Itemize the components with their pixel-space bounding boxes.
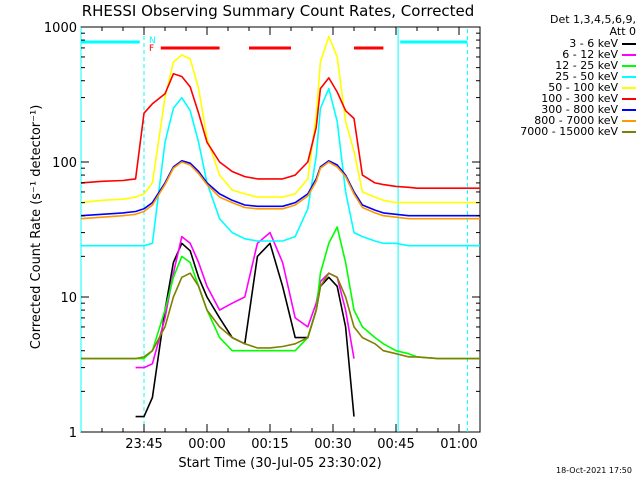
legend-rows: 3 - 6 keV 6 - 12 keV 12 - 25 keV 25 - 50 ke… <box>488 38 636 137</box>
series-group <box>80 35 480 418</box>
series-line-9 <box>81 272 480 360</box>
plot-frame <box>80 26 481 433</box>
legend-label: 6 - 12 keV <box>562 48 618 61</box>
legend-label: 7000 - 15000 keV <box>520 125 618 138</box>
footer-date: 18-Oct-2021 17:50 <box>556 466 632 475</box>
series-line-8 <box>80 161 480 220</box>
x-tick-label: 00:15 <box>251 437 288 452</box>
legend-item: 6 - 12 keV <box>488 49 636 60</box>
x-tick-label: 00:30 <box>314 437 351 452</box>
series-line-6 <box>80 73 480 189</box>
legend-label: 50 - 100 keV <box>548 81 618 94</box>
legend-label: 800 - 7000 keV <box>534 114 618 127</box>
chart-title: RHESSI Observing Summary Count Rates, Co… <box>82 2 475 20</box>
legend-item: 800 - 7000 keV <box>488 115 636 126</box>
plot-area <box>80 26 481 433</box>
series-line-3 <box>81 226 480 360</box>
legend-item: 25 - 50 keV <box>488 71 636 82</box>
x-axis-label: Start Time (30-Jul-05 23:30:02) <box>178 456 381 471</box>
legend-label: 25 - 50 keV <box>555 70 618 83</box>
flag-label-f: F <box>149 44 154 54</box>
x-tick-label: 00:45 <box>377 437 414 452</box>
legend-label: 3 - 6 keV <box>569 37 618 50</box>
x-tick-label: 23:45 <box>125 437 162 452</box>
flag-label-n: N <box>149 36 156 46</box>
legend-item: 50 - 100 keV <box>488 82 636 93</box>
ticks-group: 1 10 100 1000 23:45 00:00 00:15 00:30 00:45 01:00 <box>44 21 480 452</box>
y-tick-label: 100 <box>52 156 77 171</box>
series-line-5 <box>80 35 480 204</box>
legend-header-line-2: Att 0 <box>609 25 636 38</box>
legend-swatch <box>622 53 636 56</box>
x-tick-label: 01:00 <box>440 437 477 452</box>
legend-swatch <box>622 42 636 45</box>
y-tick-label: 1 <box>69 426 77 441</box>
legend-item: 12 - 25 keV <box>488 60 636 71</box>
legend-swatch <box>622 130 636 133</box>
legend-label: 100 - 300 keV <box>541 92 618 105</box>
flags-group: NF <box>80 27 468 432</box>
legend-swatch <box>622 64 636 67</box>
legend-swatch <box>622 97 636 100</box>
y-tick-label: 10 <box>60 291 77 306</box>
x-tick-label: 00:00 <box>188 437 225 452</box>
legend-item: 3 - 6 keV <box>488 38 636 49</box>
legend-label: 300 - 800 keV <box>541 103 618 116</box>
series-line-4 <box>81 87 480 247</box>
legend-swatch <box>622 75 636 78</box>
y-tick-label: 1000 <box>44 21 77 36</box>
legend-swatch <box>622 86 636 89</box>
legend-item: 300 - 800 keV <box>488 104 636 115</box>
y-axis-label: Corrected Count Rate (s⁻¹ detector⁻¹) <box>29 105 44 350</box>
legend-label: 12 - 25 keV <box>555 59 618 72</box>
legend-swatch <box>622 119 636 122</box>
legend: Det 1,3,4,5,6,9, Att 0 3 - 6 keV 6 - 12 k… <box>488 14 636 137</box>
legend-item: 100 - 300 keV <box>488 93 636 104</box>
legend-item: 7000 - 15000 keV <box>488 126 636 137</box>
legend-header-line-1: Det 1,3,4,5,6,9, <box>549 13 636 26</box>
legend-swatch <box>622 108 636 111</box>
series-line-7 <box>80 160 480 217</box>
